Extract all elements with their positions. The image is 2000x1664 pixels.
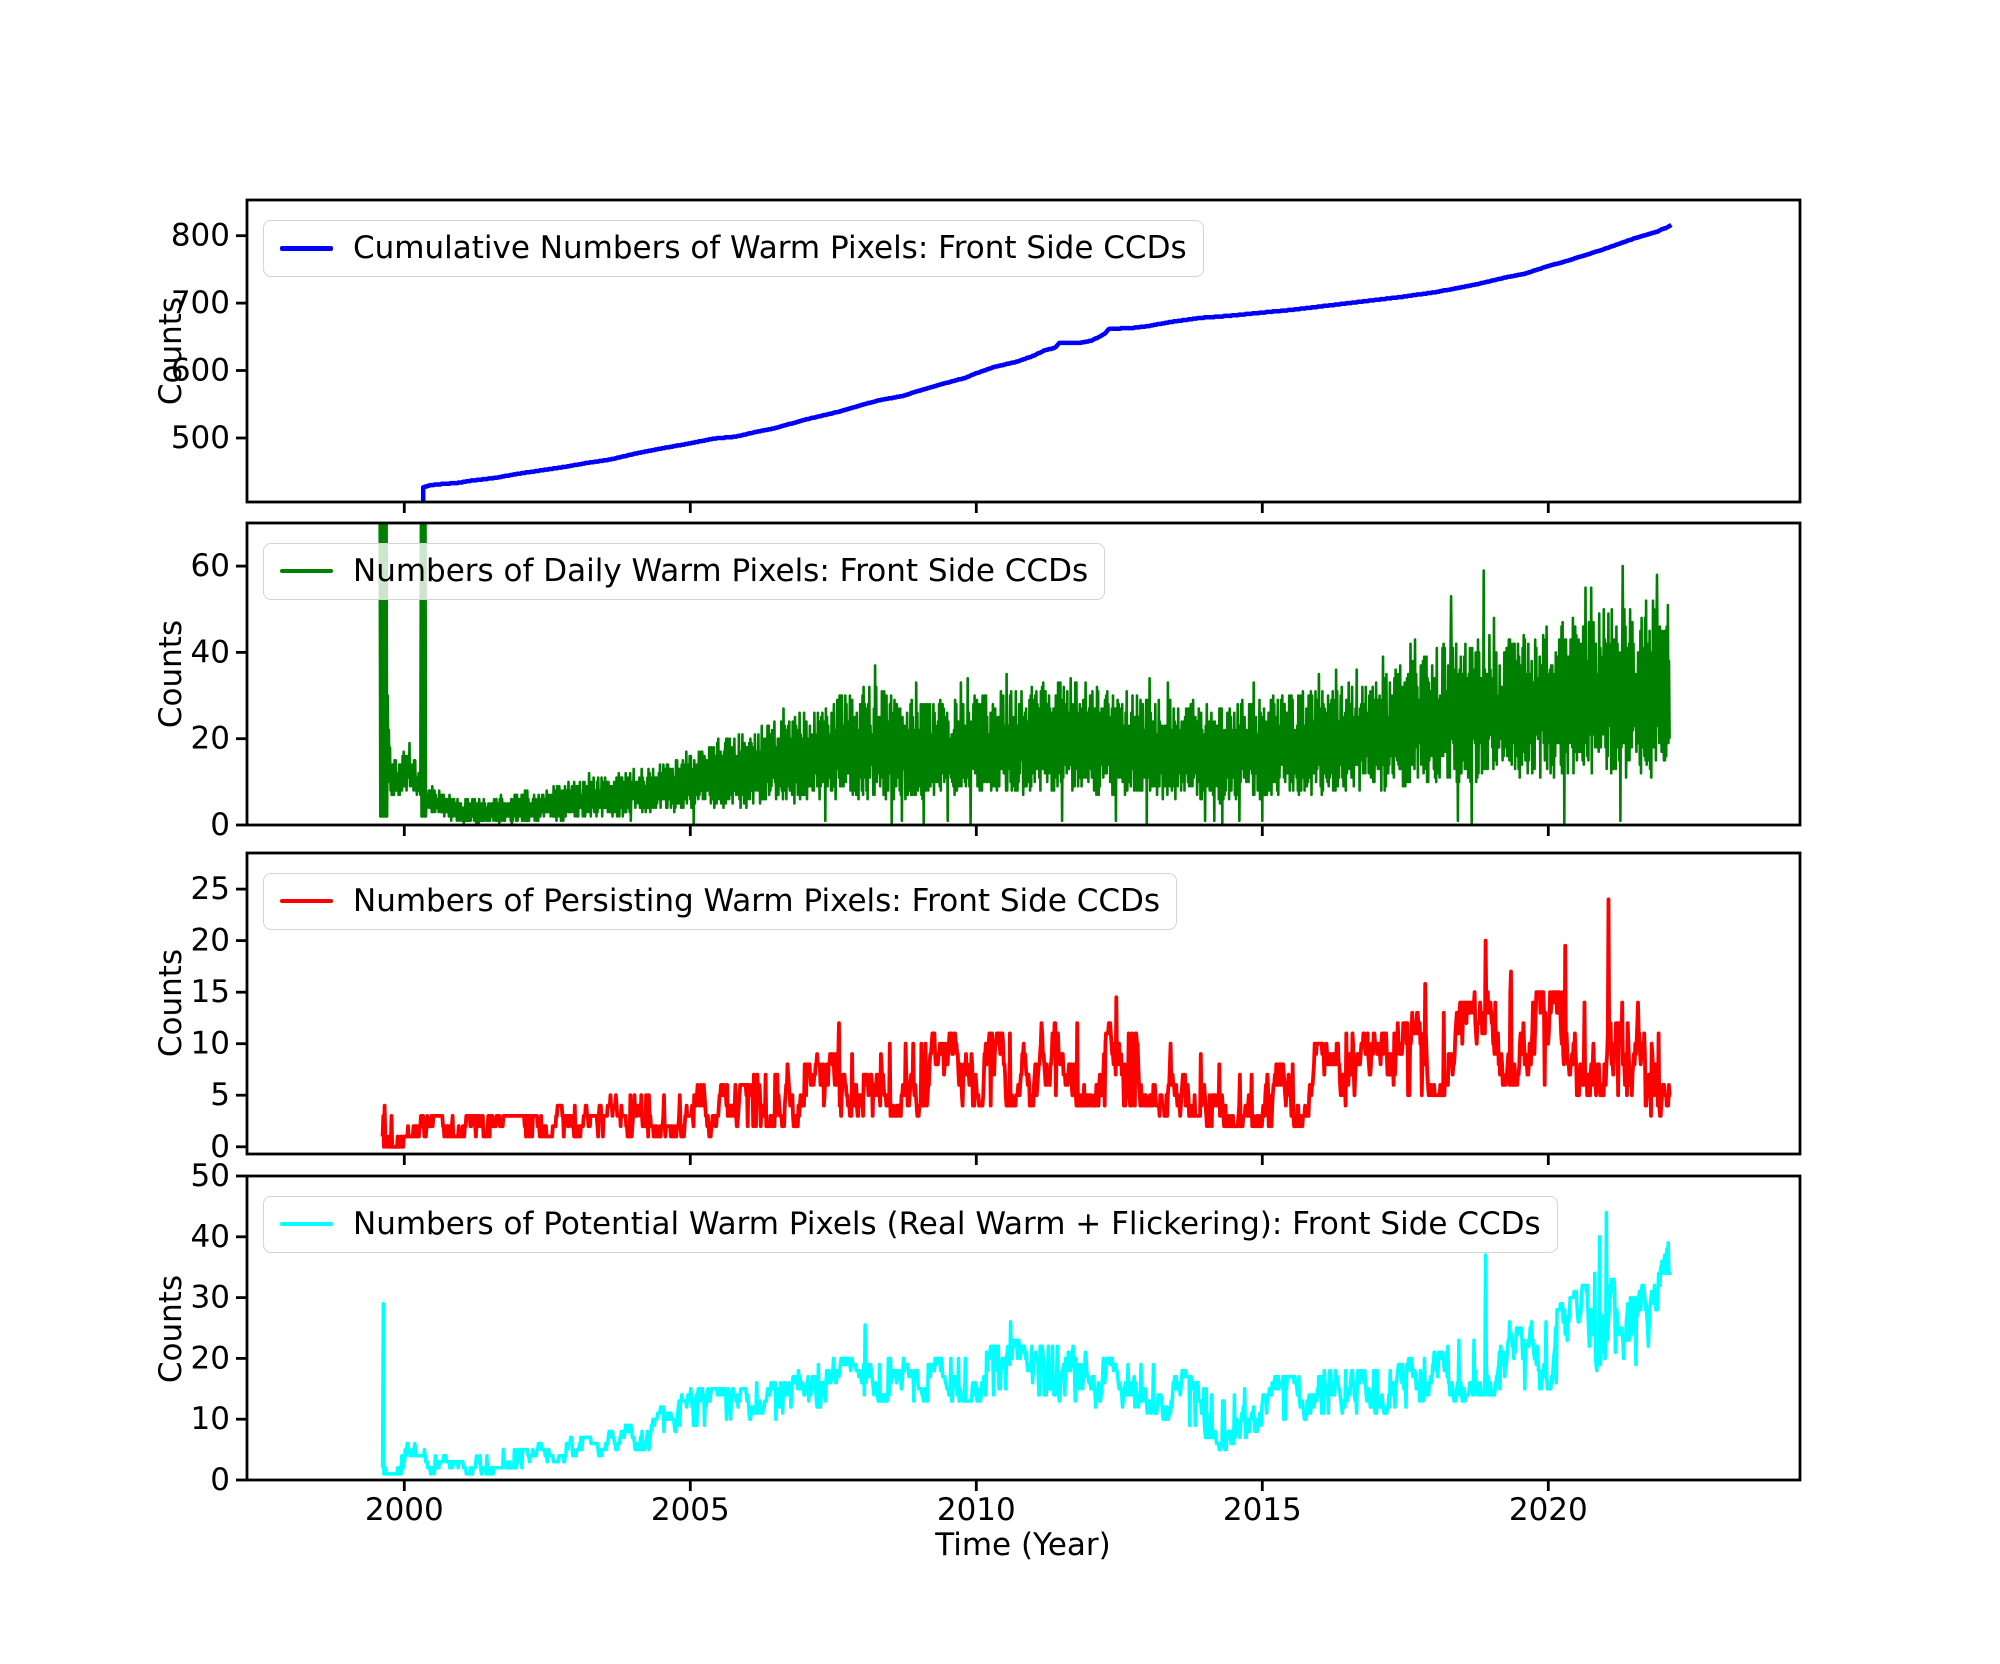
legend-persisting: Numbers of Persisting Warm Pixels: Front…: [263, 873, 1178, 930]
series-daily-warm-pixels-line: [378, 523, 1671, 825]
y-tick-label: 5: [210, 1077, 230, 1113]
series-cumulative-warm-pixels-line: [420, 223, 1673, 502]
y-tick-label: 40: [191, 1219, 230, 1255]
x-tick-label: 2000: [365, 1492, 444, 1528]
legend-line-sample-blue: [280, 246, 333, 251]
legend-label-persisting: Numbers of Persisting Warm Pixels: Front…: [353, 883, 1161, 919]
x-axis-label: Time (Year): [935, 1527, 1111, 1563]
panel-2-spine: [245, 521, 1802, 827]
x-tick-label: 2020: [1509, 1492, 1588, 1528]
y-axis-label-panel-2: Counts: [153, 619, 189, 729]
y-tick-label: 800: [171, 218, 230, 254]
x-tick-label: 2015: [1223, 1492, 1302, 1528]
y-tick-label: 20: [191, 721, 230, 757]
x-tick-label: 2005: [651, 1492, 730, 1528]
legend-line-sample-cyan: [280, 1222, 333, 1227]
y-axis-label-panel-3: Counts: [153, 948, 189, 1058]
panel-3-spine: [245, 851, 1802, 1156]
y-tick-label: 0: [210, 1129, 230, 1165]
legend-daily: Numbers of Daily Warm Pixels: Front Side…: [263, 543, 1106, 600]
y-tick-label: 600: [171, 353, 230, 389]
y-tick-label: 60: [191, 548, 230, 584]
legend-line-sample-red: [280, 899, 333, 904]
y-tick-label: 700: [171, 285, 230, 321]
panel-4-spine: [245, 1174, 1802, 1482]
y-tick-label: 25: [191, 871, 230, 907]
y-tick-label: 20: [191, 923, 230, 959]
legend-potential: Numbers of Potential Warm Pixels (Real W…: [263, 1196, 1558, 1253]
y-tick-label: 10: [191, 1401, 230, 1437]
legend-label-daily: Numbers of Daily Warm Pixels: Front Side…: [353, 553, 1089, 589]
panel-1-spine: [245, 198, 1802, 504]
y-tick-label: 500: [171, 420, 230, 456]
series-potential-warm-pixels-line: [380, 1210, 1673, 1476]
y-tick-label: 20: [191, 1340, 230, 1376]
y-tick-label: 15: [191, 974, 230, 1010]
y-tick-label: 50: [191, 1158, 230, 1194]
series-persisting-warm-pixels-line: [380, 897, 1673, 1149]
legend-label-potential: Numbers of Potential Warm Pixels (Real W…: [353, 1206, 1541, 1242]
y-axis-label-panel-1: Counts: [153, 296, 189, 406]
y-tick-label: 10: [191, 1026, 230, 1062]
legend-cumulative: Cumulative Numbers of Warm Pixels: Front…: [263, 220, 1204, 277]
legend-label-cumulative: Cumulative Numbers of Warm Pixels: Front…: [353, 230, 1187, 266]
x-tick-label: 2010: [937, 1492, 1016, 1528]
y-axis-label-panel-4: Counts: [153, 1274, 189, 1384]
y-tick-label: 40: [191, 634, 230, 670]
y-tick-label: 0: [210, 807, 230, 843]
y-tick-label: 30: [191, 1280, 230, 1316]
legend-line-sample-green: [280, 569, 333, 574]
y-tick-label: 0: [210, 1462, 230, 1498]
